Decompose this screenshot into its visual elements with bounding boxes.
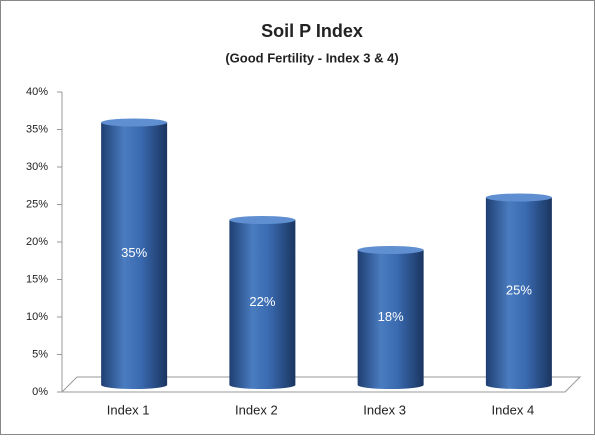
y-tick-label: 25% — [26, 198, 48, 210]
bar-top — [485, 193, 552, 202]
y-tick-label: 0% — [32, 386, 48, 398]
x-tick-label: Index 4 — [492, 402, 535, 417]
y-tick-label: 10% — [26, 311, 48, 323]
y-tick-label: 40% — [26, 86, 48, 98]
y-tick-label: 20% — [26, 236, 48, 248]
bar — [101, 122, 168, 389]
floor — [60, 376, 582, 393]
bar — [485, 197, 552, 389]
value-label: 18% — [378, 309, 404, 324]
x-tick-label: Index 3 — [363, 402, 406, 417]
value-label: 22% — [249, 294, 275, 309]
y-tick-label: 5% — [32, 348, 48, 360]
y-tick-label: 30% — [26, 161, 48, 173]
bar-top — [229, 216, 296, 224]
chart-subtitle: (Good Fertility - Index 3 & 4) — [225, 50, 398, 65]
value-label: 35% — [121, 245, 147, 260]
y-tick-label: 15% — [26, 273, 48, 285]
x-tick-label: Index 2 — [235, 402, 278, 417]
chart-title: Soil P Index — [261, 21, 363, 41]
bar — [229, 220, 296, 389]
x-tick-label: Index 1 — [107, 402, 150, 417]
y-tick-label: 35% — [26, 123, 48, 135]
bar — [357, 250, 424, 389]
bar-top — [101, 118, 168, 127]
bar-top — [357, 246, 424, 254]
value-label: 25% — [506, 283, 532, 298]
